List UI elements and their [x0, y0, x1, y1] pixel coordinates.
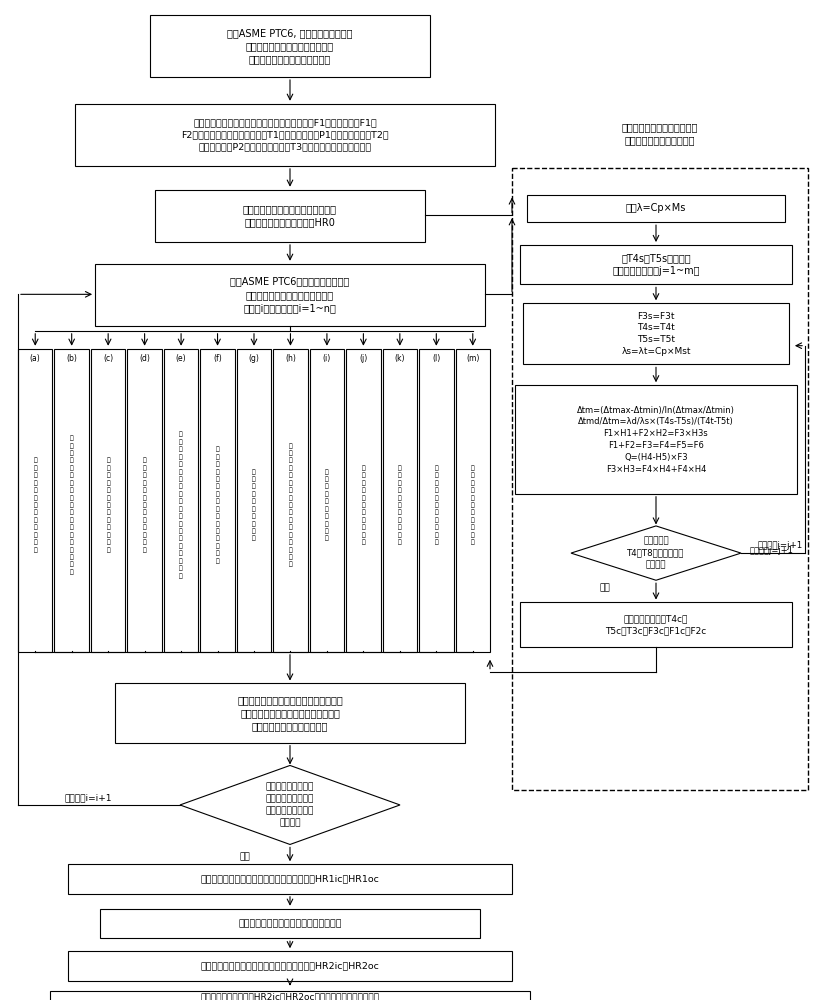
Text: 系
统
贮
水
量
变
化
修
正
至
设
计
值: 系 统 贮 水 量 变 化 修 正 至 设 计 值 [143, 458, 147, 553]
Text: (k): (k) [394, 354, 405, 363]
Text: 给
水
加
热
器
疏
水
冷
却
段
端
差
修
正
至
端
差
修
正: 给 水 加 热 器 疏 水 冷 却 段 端 差 修 正 至 端 差 修 正 [70, 436, 74, 575]
Text: 按照ASME PTC6进行第一类修正计算
在保持汽轮机本体特性不变条件下
进行第i次循环迭代（i=1~n）: 按照ASME PTC6进行第一类修正计算 在保持汽轮机本体特性不变条件下 进行第… [230, 277, 349, 313]
Text: 功
率
因
数
修
正
至
设
计
值: 功 率 因 数 修 正 至 设 计 值 [324, 469, 328, 541]
Text: 未收敛，i=i+1: 未收敛，i=i+1 [65, 794, 112, 803]
Text: (c): (c) [103, 354, 113, 363]
FancyBboxPatch shape [50, 991, 529, 1000]
Text: (a): (a) [29, 354, 41, 363]
FancyBboxPatch shape [455, 349, 490, 652]
Text: 根据迭代的
T4、T8，判断子循环
是否收敛: 根据迭代的 T4、T8，判断子循环 是否收敛 [627, 537, 684, 569]
Text: (d): (d) [139, 354, 150, 363]
FancyBboxPatch shape [519, 245, 791, 284]
Text: F3s=F3t
T4s=T4t
T5s=T5t
λs=λt=Cp×Mst: F3s=F3t T4s=T4t T5s=T5t λs=λt=Cp×Mst [621, 312, 690, 356]
FancyBboxPatch shape [419, 349, 453, 652]
Text: 对T4s、T5s赋初值，
进入子循环迭代（j=1~m）: 对T4s、T5s赋初值， 进入子循环迭代（j=1~m） [612, 253, 699, 276]
FancyBboxPatch shape [237, 349, 271, 652]
Text: 除常规测量参数外，对低温省煤器进水母管流量F1（或支管流量F1或
F2）、低温省煤器进水母管温度T1、进水母管压力P1、回水母管温度T2、
回水母管压力P2、烟: 除常规测量参数外，对低温省煤器进水母管流量F1（或支管流量F1或 F2）、低温省… [181, 119, 388, 151]
Text: 对于低温省煤器投入工况，进
行低温省煤器相关运行参数: 对于低温省煤器投入工况，进 行低温省煤器相关运行参数 [621, 122, 697, 145]
FancyBboxPatch shape [273, 349, 307, 652]
Text: 低
温
省
煤
器
相
关
参
数
修
正: 低 温 省 煤 器 相 关 参 数 修 正 [470, 465, 474, 545]
Text: 给
水
加
热
器
端
差
修
正
至
设
计
值: 给 水 加 热 器 端 差 修 正 至 设 计 值 [34, 458, 37, 553]
FancyBboxPatch shape [155, 190, 424, 242]
FancyBboxPatch shape [54, 349, 88, 652]
Text: 控
制
蒸
汽
温
度
用
的
减
温
水
修
正
至
设
计
值: 控 制 蒸 汽 温 度 用 的 减 温 水 修 正 至 设 计 值 [288, 443, 292, 567]
Text: 发
电
机
氢
压
修
正
至
设
计
值: 发 电 机 氢 压 修 正 至 设 计 值 [397, 465, 401, 545]
Text: 未收敛，j=j+1: 未收敛，j=j+1 [749, 546, 793, 555]
Text: 第二类修正后的热耗率HR2ic、HR2oc差值即为低温省煤器节能量: 第二类修正后的热耗率HR2ic、HR2oc差值即为低温省煤器节能量 [201, 993, 379, 1000]
Text: (h): (h) [285, 354, 296, 363]
Text: 凝
汽
器
中
凝
结
水
过
冷
度
修
正
至
设
计
值: 凝 汽 器 中 凝 结 水 过 冷 度 修 正 至 设 计 值 [215, 447, 219, 564]
Text: (i): (i) [323, 354, 331, 363]
FancyBboxPatch shape [527, 195, 784, 222]
FancyBboxPatch shape [75, 104, 495, 166]
FancyBboxPatch shape [91, 349, 125, 652]
FancyBboxPatch shape [511, 168, 807, 790]
FancyBboxPatch shape [523, 303, 788, 364]
Text: 发
电
机
电
压
修
正
至
设
计
值: 发 电 机 电 压 修 正 至 设 计 值 [361, 465, 364, 545]
Text: 分别计算低温省煤器投入工况和退出
工况下的汽轮机试验热耗率HR0: 分别计算低温省煤器投入工况和退出 工况下的汽轮机试验热耗率HR0 [242, 204, 337, 227]
FancyBboxPatch shape [310, 349, 344, 652]
FancyBboxPatch shape [68, 864, 511, 894]
Text: (g): (g) [248, 354, 259, 363]
Text: 按照ASME PTC6, 分别在低温省煤器投
入及退出条件下进行汽轮机性能试
验，评价低温省煤器系统节能量: 按照ASME PTC6, 分别在低温省煤器投 入及退出条件下进行汽轮机性能试 验… [227, 28, 352, 64]
Text: 根据上述参数修正结果，重新建立汽轮机
热平衡，计算得到汽轮机各级抽汽能量
及汽轮机输出电功率、热耗率: 根据上述参数修正结果，重新建立汽轮机 热平衡，计算得到汽轮机各级抽汽能量 及汽轮… [237, 695, 342, 731]
Text: (j): (j) [359, 354, 367, 363]
FancyBboxPatch shape [514, 385, 796, 494]
Text: 根据循环迭代输出电
功率、各级抽汽流量
等综合判断一类修正
是否收敛: 根据循环迭代输出电 功率、各级抽汽流量 等综合判断一类修正 是否收敛 [265, 783, 314, 827]
Text: 在第一类修正基础上进行第二类修正计算: 在第一类修正基础上进行第二类修正计算 [238, 919, 342, 928]
Text: 定义λ=Cp×Ms: 定义λ=Cp×Ms [625, 203, 686, 213]
Text: (l): (l) [432, 354, 440, 363]
Text: 补
给
水
量
修
正
至
设
计
值: 补 给 水 量 修 正 至 设 计 值 [251, 469, 256, 541]
Text: 计算得到两种工况下的第一类修正后的热耗率HR1ic、HR1oc: 计算得到两种工况下的第一类修正后的热耗率HR1ic、HR1oc [201, 875, 379, 884]
Polygon shape [180, 765, 400, 844]
Text: (f): (f) [213, 354, 222, 363]
FancyBboxPatch shape [18, 349, 52, 652]
FancyBboxPatch shape [200, 349, 234, 652]
Text: 收敛: 收敛 [599, 583, 609, 592]
Polygon shape [570, 526, 740, 580]
FancyBboxPatch shape [346, 349, 380, 652]
Text: 未收敛，j=j+1: 未收敛，j=j+1 [757, 541, 803, 550]
FancyBboxPatch shape [382, 349, 417, 652]
Text: (e): (e) [175, 354, 186, 363]
FancyBboxPatch shape [150, 15, 429, 77]
FancyBboxPatch shape [164, 349, 198, 652]
Text: 发
电
机
转
速
修
正
至
设
计
值: 发 电 机 转 速 修 正 至 设 计 值 [434, 465, 437, 545]
FancyBboxPatch shape [519, 602, 791, 647]
Text: 凝
结
水
泵
和
给
水
泵
的
凝
结
水
升
压
修
正
至
设
计
值: 凝 结 水 泵 和 给 水 泵 的 凝 结 水 升 压 修 正 至 设 计 值 [179, 432, 183, 579]
Text: 计算得到两种工况下的第二类修正后的热耗率HR2ic、HR2oc: 计算得到两种工况下的第二类修正后的热耗率HR2ic、HR2oc [201, 961, 379, 970]
Text: (m): (m) [465, 354, 479, 363]
Text: 计算得到修正后的T4c、
T5c、T3c、F3c、F1c、F2c: 计算得到修正后的T4c、 T5c、T3c、F3c、F1c、F2c [604, 614, 706, 635]
FancyBboxPatch shape [68, 951, 511, 981]
FancyBboxPatch shape [127, 349, 161, 652]
Text: 收敛: 收敛 [239, 853, 250, 862]
FancyBboxPatch shape [95, 264, 484, 326]
Text: (b): (b) [66, 354, 77, 363]
Text: Δtm=(Δtmax-Δtmin)/ln(Δtmax/Δtmin)
Δtmd/Δtm=λd/λs×(T4s-T5s)/(T4t-T5t)
F1×H1+F2×H2: Δtm=(Δtmax-Δtmin)/ln(Δtmax/Δtmin) Δtmd/Δ… [577, 406, 734, 474]
FancyBboxPatch shape [100, 909, 479, 938]
Text: 抽
汽
管
道
压
损
和
散
热
损
失
修
正: 抽 汽 管 道 压 损 和 散 热 损 失 修 正 [106, 458, 110, 553]
FancyBboxPatch shape [115, 683, 464, 743]
